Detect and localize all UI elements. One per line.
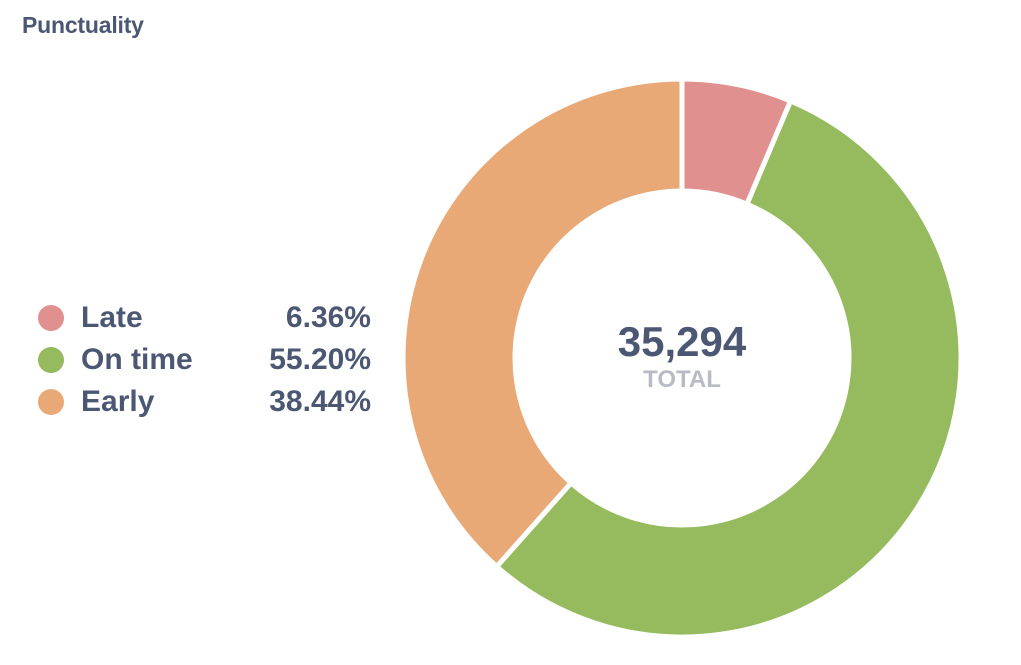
legend-value: 38.44% xyxy=(269,385,371,418)
legend-value: 55.20% xyxy=(269,343,371,376)
legend-label: Late xyxy=(81,301,143,334)
legend-label: On time xyxy=(81,343,193,376)
legend-value: 6.36% xyxy=(285,301,371,334)
legend: Late 6.36% On time 55.20% Early 38.44% xyxy=(38,297,371,423)
donut-center: 35,294 TOTAL xyxy=(582,318,782,394)
legend-label: Early xyxy=(81,385,155,418)
legend-item-early[interactable]: Early 38.44% xyxy=(38,381,371,423)
donut-slices xyxy=(400,76,964,640)
early-color-dot-icon xyxy=(38,389,64,415)
total-label: TOTAL xyxy=(643,366,721,393)
legend-item-late[interactable]: Late 6.36% xyxy=(38,297,371,339)
chart-title: Punctuality xyxy=(22,12,144,38)
legend-item-on-time[interactable]: On time 55.20% xyxy=(38,339,371,381)
total-value: 35,294 xyxy=(617,318,747,365)
donut-slice-early[interactable] xyxy=(400,76,685,571)
donut-slice-on-time[interactable] xyxy=(493,97,964,640)
late-color-dot-icon xyxy=(38,305,64,331)
on-time-color-dot-icon xyxy=(38,347,64,373)
